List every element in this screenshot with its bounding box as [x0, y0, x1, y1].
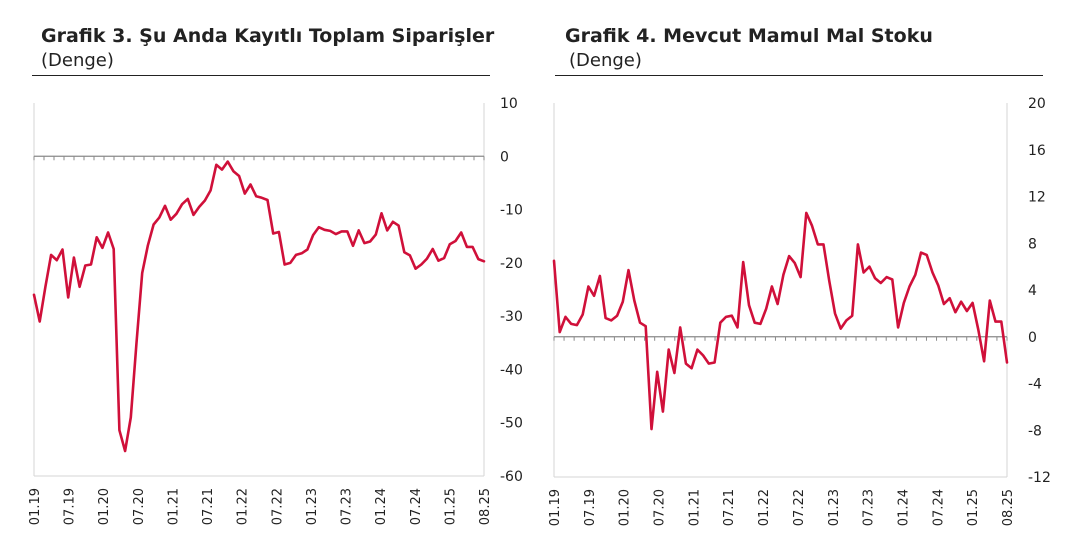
- chart-panel-left: Grafik 3. Şu Anda Kayıtlı Toplam Sipariş…: [0, 0, 530, 560]
- x-tick-label: 01.22: [236, 488, 251, 525]
- chart-title: Grafik 4. Mevcut Mamul Mal Stoku: [565, 25, 933, 47]
- y-tick-label: 8: [1028, 236, 1037, 252]
- chart-panel-right: Grafik 4. Mevcut Mamul Mal Stoku (Denge)…: [530, 0, 1069, 560]
- line-chart: 20 16 12 8 4 0 -4 -8 -12 01.19 07.19 01.20 07.20 01.2…: [548, 96, 1051, 526]
- y-tick-label: 4: [1028, 283, 1037, 299]
- x-tick-label: 01.21: [166, 488, 181, 525]
- y-tick-label: 12: [1028, 190, 1046, 206]
- x-tick-label: 07.23: [862, 489, 877, 526]
- y-tick-label: -40: [500, 362, 523, 378]
- y-tick-label: 16: [1028, 143, 1046, 159]
- series-line: [552, 211, 1009, 431]
- x-tick-label: 01.20: [618, 489, 633, 526]
- y-tick-label: -20: [500, 256, 523, 272]
- chart-title: Grafik 3. Şu Anda Kayıtlı Toplam Sipariş…: [41, 25, 495, 47]
- x-tick-label: 01.19: [548, 489, 563, 526]
- series-line: [32, 160, 486, 453]
- x-tick-label: 07.20: [132, 488, 147, 525]
- y-tick-label: -60: [500, 469, 523, 485]
- x-tick-label: 07.22: [270, 488, 285, 525]
- x-tick-label: 07.21: [722, 489, 737, 526]
- x-tick-label: 01.25: [443, 488, 458, 525]
- x-tick-label: 07.24: [931, 489, 946, 526]
- x-tick-label: 01.21: [687, 489, 702, 526]
- x-tick-label: 07.20: [653, 489, 668, 526]
- x-tick-label: 01.22: [757, 489, 772, 526]
- y-tick-label: 0: [1028, 330, 1037, 346]
- y-tick-label: -4: [1028, 377, 1042, 393]
- x-tick-label: 01.24: [374, 488, 389, 525]
- x-tick-label: 08.25: [1001, 489, 1016, 526]
- x-tick-label: 07.19: [63, 488, 78, 525]
- x-tick-label: 01.23: [305, 488, 320, 525]
- x-tick-label: 08.25: [478, 488, 493, 525]
- title-rule: [555, 75, 1043, 76]
- y-tick-label: -30: [500, 309, 523, 325]
- y-tick-label: -10: [500, 203, 523, 219]
- x-tick-label: 01.24: [896, 489, 911, 526]
- y-tick-label: 0: [500, 149, 509, 165]
- x-tick-label: 07.22: [792, 489, 807, 526]
- x-tick-label: 07.21: [201, 488, 216, 525]
- y-tick-label: -50: [500, 416, 523, 432]
- x-tick-label: 01.20: [97, 488, 112, 525]
- chart-subtitle: (Denge): [569, 50, 642, 71]
- y-tick-label: -12: [1028, 470, 1051, 486]
- x-tick-label: 07.23: [340, 488, 355, 525]
- y-tick-label: 20: [1028, 96, 1046, 112]
- y-tick-label: -8: [1028, 423, 1042, 439]
- x-tick-label: 01.19: [28, 488, 43, 525]
- y-tick-label: 10: [500, 96, 518, 112]
- x-tick-label: 07.24: [409, 488, 424, 525]
- line-chart: 10 0 -10 -20 -30 -40 -50 -60 01.19 07.19 01.20 07.2…: [28, 96, 523, 525]
- title-rule: [32, 75, 490, 76]
- x-tick-label: 01.23: [827, 489, 842, 526]
- chart-subtitle: (Denge): [41, 50, 114, 71]
- x-tick-label: 07.19: [583, 489, 598, 526]
- x-tick-label: 01.25: [966, 489, 981, 526]
